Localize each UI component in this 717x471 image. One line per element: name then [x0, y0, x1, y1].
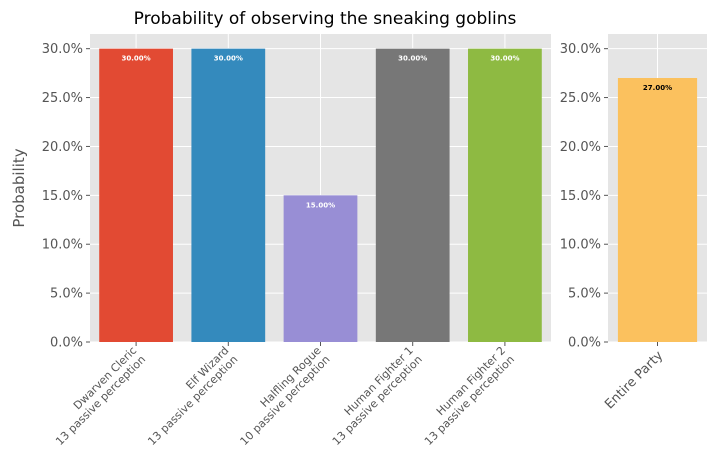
- main-ytick-label: 20.0%: [42, 140, 83, 155]
- party-ytick-label: 5.0%: [568, 287, 601, 302]
- main-bar: [375, 48, 450, 343]
- main-bar: [99, 48, 173, 343]
- party-ytick-label: 20.0%: [560, 140, 601, 155]
- main-ylabel: Probability: [10, 148, 28, 227]
- main-data-label: 30.00%: [398, 55, 427, 63]
- main-xtick-label: Human Fighter 213 passive perception: [413, 344, 517, 448]
- party-ytick-label: 25.0%: [560, 91, 601, 106]
- main-data-label: 30.00%: [214, 55, 243, 63]
- chart-title: Probability of observing the sneaking go…: [134, 9, 517, 29]
- main-xtick-label: Human Fighter 113 passive perception: [321, 344, 425, 448]
- main-ytick-label: 0.0%: [50, 336, 83, 351]
- main-ytick-label: 5.0%: [50, 287, 83, 302]
- party-data-label: 27.00%: [643, 84, 672, 92]
- main-ytick-label: 25.0%: [42, 91, 83, 106]
- main-data-label: 30.00%: [490, 55, 519, 63]
- party-xtick-label: Entire Party: [602, 348, 666, 412]
- main-chart-panel: 0.0% 5.0% 10.0% 15.0% 20.0% 25.0% 30.0% 30.00% 3…: [10, 34, 551, 448]
- party-ytick-label: 15.0%: [560, 189, 601, 204]
- main-xtick-label: Halfling Rogue10 passive perception: [229, 344, 333, 448]
- main-bar: [283, 195, 358, 342]
- party-bar: [617, 78, 698, 342]
- main-bar: [191, 48, 266, 343]
- main-xtick-label: Elf Wizard13 passive perception: [136, 344, 240, 448]
- main-data-label: 15.00%: [306, 201, 335, 209]
- party-chart-panel: 0.0% 5.0% 10.0% 15.0% 20.0% 25.0% 30.0% 27.00% E…: [560, 34, 707, 412]
- main-data-label: 30.00%: [122, 55, 151, 63]
- main-ytick-label: 15.0%: [42, 189, 83, 204]
- main-bar: [468, 48, 542, 343]
- main-xtick-label: Dwarven Cleric13 passive perception: [44, 344, 148, 448]
- main-ytick-label: 30.0%: [42, 42, 83, 57]
- party-ytick-label: 30.0%: [560, 42, 601, 57]
- party-ytick-label: 10.0%: [560, 238, 601, 253]
- party-ytick-label: 0.0%: [568, 336, 601, 351]
- main-ytick-label: 10.0%: [42, 238, 83, 253]
